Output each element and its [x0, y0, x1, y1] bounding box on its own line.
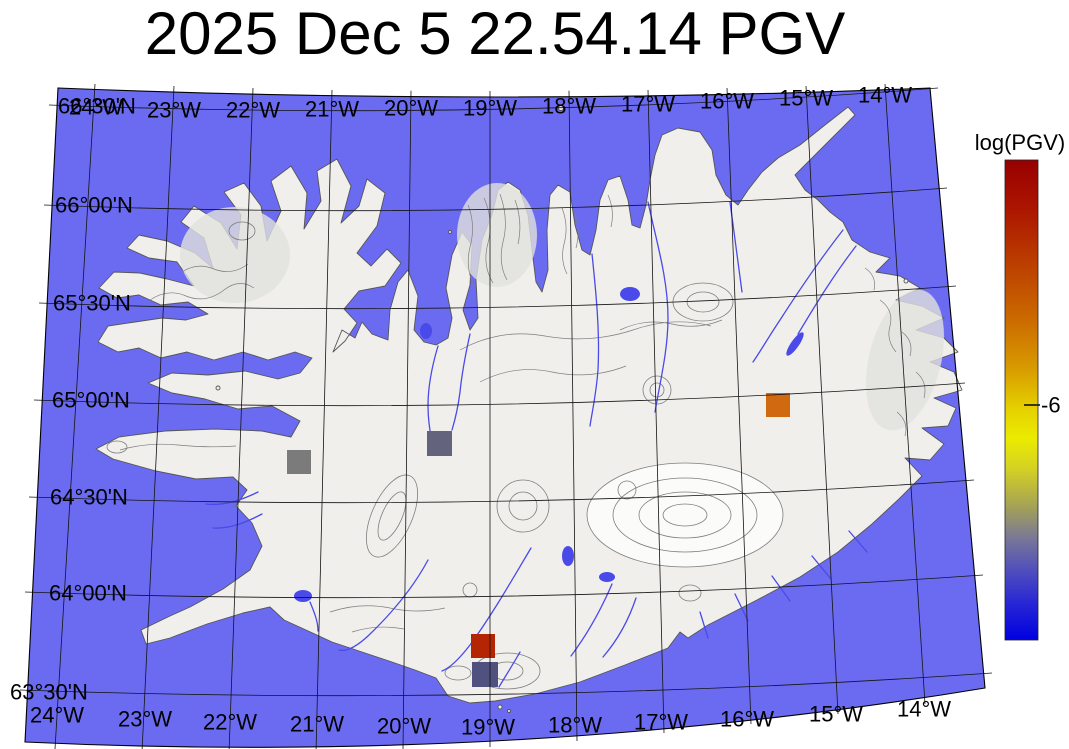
island — [507, 709, 511, 713]
lake-langisjor — [599, 572, 615, 582]
longitude-label: 22°W — [203, 710, 257, 735]
longitude-label: 18°W — [542, 94, 596, 119]
meridian-20w — [402, 90, 412, 749]
pgv-marker-square — [766, 393, 790, 417]
lake-hop — [420, 323, 432, 339]
longitude-label: 23°W — [147, 98, 201, 123]
figure-title: 2025 Dec 5 22.54.14 PGV — [144, 0, 846, 67]
lake-myvatn — [620, 287, 640, 301]
meridian-21w — [315, 89, 333, 749]
latitude-label: 64°30'N — [50, 485, 128, 510]
bardarbunga-ring — [617, 480, 637, 500]
longitude-label: 16°W — [720, 707, 774, 732]
longitude-label: 22°W — [226, 98, 280, 123]
snaefellsjokull-ring — [106, 440, 128, 454]
oraefajokull-ring — [678, 584, 702, 602]
graticule — [19, 83, 993, 749]
longitude-label: 21°W — [305, 97, 359, 122]
ridge-lines — [467, 193, 926, 437]
parallel-64-00n — [24, 574, 984, 599]
longitude-label: 19°W — [463, 96, 517, 121]
colorbar-gradient — [1004, 159, 1039, 641]
askja-ring — [649, 382, 665, 398]
meridian-16w — [726, 87, 752, 725]
pgv-markers — [287, 393, 790, 687]
latitude-label: 66°30'N — [58, 94, 136, 119]
shade-westfjords — [180, 207, 290, 303]
colorbar-tick-label: -6 — [1041, 393, 1061, 418]
longitude-label: 24°W — [69, 95, 123, 120]
latitude-label: 63°30'N — [10, 680, 88, 705]
parallel-64-30n — [28, 479, 975, 504]
longitude-label: 24°W — [30, 703, 84, 728]
latitude-labels: 66°30'N 66°00'N 65°30'N 65°00'N 64°30'N … — [10, 94, 136, 705]
longitude-label: 20°W — [377, 714, 431, 739]
parallel-63-30n — [19, 672, 993, 697]
hofsjokull-ring — [496, 479, 550, 533]
longitude-label: 14°W — [858, 83, 912, 108]
colorbar: log(PGV) -6 — [975, 130, 1065, 641]
latitude-label: 66°00'N — [55, 193, 133, 218]
lake-thingvallavatn — [294, 590, 312, 602]
longitude-label: 21°W — [290, 712, 344, 737]
vatnajokull-ring — [586, 462, 784, 568]
longitude-label: 18°W — [548, 713, 602, 738]
map-frame — [24, 87, 986, 748]
parallel-65-00n — [33, 382, 966, 407]
meridian-18w — [568, 90, 578, 742]
meridian-15w — [805, 85, 839, 715]
vatnajokull-ring — [638, 491, 732, 539]
island — [448, 230, 452, 234]
pgv-marker-square — [427, 431, 452, 456]
meridian-22w — [228, 87, 254, 749]
drangajokull-ring — [228, 221, 256, 241]
latitude-label: 65°30'N — [53, 291, 131, 316]
pgv-marker-square — [471, 634, 495, 658]
meridian-17w — [647, 89, 665, 734]
lakes — [294, 287, 804, 602]
vatnajokull-ring — [612, 477, 758, 553]
pgv-marker-square — [472, 662, 498, 687]
meridian-14w — [884, 83, 926, 705]
langjokull-ring — [377, 491, 407, 541]
longitude-label: 14°W — [897, 697, 951, 722]
longitude-label: 15°W — [779, 86, 833, 111]
latitude-label: 65°00'N — [52, 388, 130, 413]
longitude-label: 19°W — [461, 715, 515, 740]
top-longitude-labels: 24°W 23°W 22°W 21°W 20°W 19°W 18°W 17°W … — [69, 83, 912, 123]
longitude-label: 23°W — [118, 707, 172, 732]
vatnajokull-ring — [662, 503, 708, 527]
pgv-marker-square — [287, 450, 311, 474]
bottom-longitude-labels: 24°W 23°W 22°W 21°W 20°W 19°W 18°W 17°W … — [30, 697, 951, 740]
longitude-label: 17°W — [634, 710, 688, 735]
longitude-label: 20°W — [384, 96, 438, 121]
parallel-65-30n — [38, 285, 957, 310]
langjokull-ring — [366, 474, 418, 558]
longitude-label: 17°W — [621, 92, 675, 117]
island — [497, 704, 503, 710]
longitude-label: 15°W — [809, 702, 863, 727]
lake-thorisvatn — [562, 546, 574, 566]
parallel-66-00n — [43, 187, 948, 212]
island — [903, 278, 909, 284]
colorbar-title: log(PGV) — [975, 130, 1065, 155]
longitude-label: 16°W — [700, 89, 754, 114]
island — [215, 385, 221, 391]
meridian-23w — [141, 85, 175, 749]
latitude-label: 64°00'N — [49, 581, 127, 606]
eyjafjallajokull-ring — [444, 665, 472, 681]
lake-lagarfljot — [786, 332, 804, 356]
meridian-24w — [54, 83, 96, 749]
hofsjokull-ring — [508, 491, 538, 521]
parallel-66-30n — [48, 87, 939, 112]
